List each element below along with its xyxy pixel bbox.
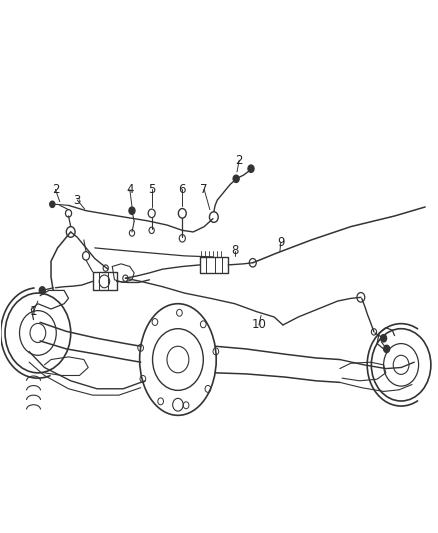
Text: 6: 6 bbox=[178, 183, 186, 196]
Text: 2: 2 bbox=[52, 183, 59, 196]
Text: 8: 8 bbox=[230, 244, 238, 257]
Text: 1: 1 bbox=[30, 305, 37, 318]
Text: 9: 9 bbox=[276, 236, 284, 249]
Circle shape bbox=[129, 207, 135, 214]
Text: 2: 2 bbox=[235, 154, 242, 167]
Circle shape bbox=[233, 175, 239, 182]
Text: 7: 7 bbox=[200, 183, 208, 196]
Circle shape bbox=[39, 287, 45, 294]
Text: 3: 3 bbox=[74, 193, 81, 207]
Text: 5: 5 bbox=[148, 183, 155, 196]
Circle shape bbox=[49, 201, 55, 207]
Circle shape bbox=[383, 345, 389, 353]
Circle shape bbox=[380, 335, 386, 342]
Text: 4: 4 bbox=[126, 183, 133, 196]
Text: 10: 10 bbox=[251, 319, 266, 332]
Circle shape bbox=[247, 165, 254, 172]
